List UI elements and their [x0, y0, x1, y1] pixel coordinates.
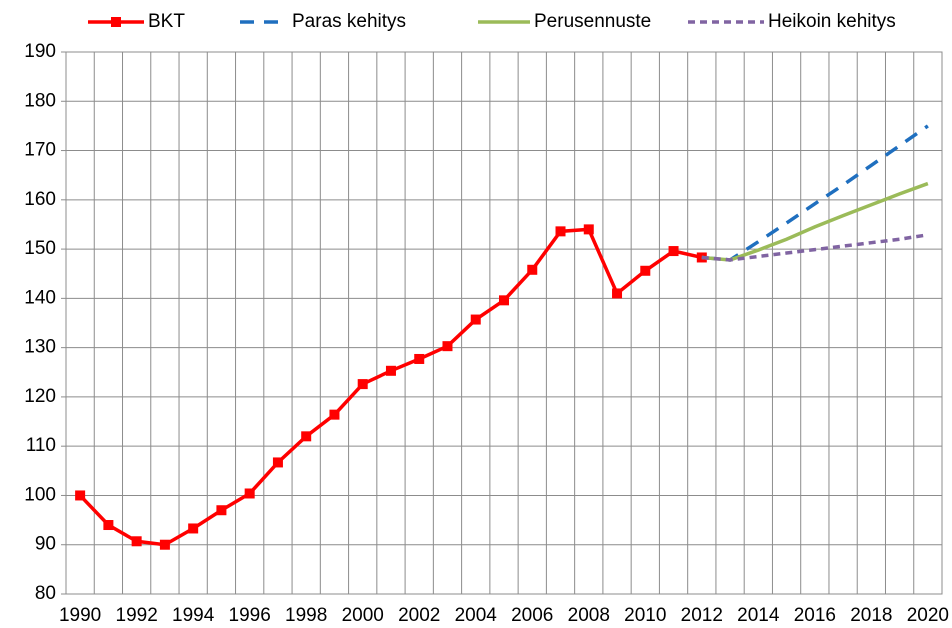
marker [414, 353, 425, 364]
marker [583, 224, 594, 235]
marker [188, 523, 199, 534]
y-tick-label: 150 [24, 238, 56, 259]
y-tick-label: 120 [24, 386, 56, 407]
legend-label: Heikoin kehitys [768, 11, 896, 32]
series-line [701, 124, 929, 262]
x-tick-label: 1994 [172, 605, 215, 626]
y-tick-label: 190 [24, 41, 56, 62]
marker [612, 288, 623, 299]
marker [640, 265, 651, 276]
x-tick-label: 1992 [116, 605, 158, 626]
x-tick-label: 2002 [398, 605, 440, 626]
marker [75, 490, 86, 501]
x-tick-label: 2020 [907, 605, 949, 626]
y-tick-label: 140 [24, 287, 56, 308]
y-tick-label: 160 [24, 189, 56, 210]
y-tick-label: 180 [24, 90, 56, 111]
legend-marker [111, 17, 121, 27]
y-tick-label: 100 [24, 484, 56, 505]
legend-label: Perusennuste [534, 11, 651, 32]
marker [668, 246, 679, 257]
marker [470, 314, 481, 325]
x-tick-label: 1998 [285, 605, 327, 626]
legend-label: Paras kehitys [292, 11, 406, 32]
x-tick-label: 2006 [511, 605, 553, 626]
x-tick-label: 2000 [342, 605, 384, 626]
marker [216, 505, 227, 516]
marker [131, 536, 142, 547]
y-tick-label: 170 [24, 140, 56, 161]
x-tick-label: 2004 [455, 605, 498, 626]
x-tick-label: 2016 [794, 605, 836, 626]
y-tick-label: 110 [26, 435, 56, 456]
marker [272, 457, 283, 468]
marker [159, 539, 170, 550]
marker [555, 226, 566, 237]
x-tick-label: 1996 [229, 605, 271, 626]
y-tick-label: 90 [35, 534, 56, 555]
marker [329, 409, 340, 420]
x-tick-label: 1990 [59, 605, 101, 626]
legend-label: BKT [148, 11, 185, 32]
marker [357, 379, 368, 390]
marker [385, 365, 396, 376]
marker [301, 431, 312, 442]
marker [499, 295, 509, 306]
plot-border [65, 51, 943, 595]
marker [442, 341, 453, 352]
marker [103, 520, 114, 531]
marker [527, 264, 538, 275]
x-tick-label: 2012 [681, 605, 723, 626]
marker [244, 488, 255, 499]
x-tick-label: 2010 [624, 605, 666, 626]
series-line [78, 227, 703, 547]
x-tick-label: 2014 [737, 605, 780, 626]
x-tick-label: 2018 [850, 605, 892, 626]
y-tick-label: 130 [24, 337, 56, 358]
x-tick-label: 2008 [568, 605, 610, 626]
series-line [701, 181, 929, 262]
series-line [701, 233, 929, 262]
y-tick-label: 80 [35, 583, 56, 604]
